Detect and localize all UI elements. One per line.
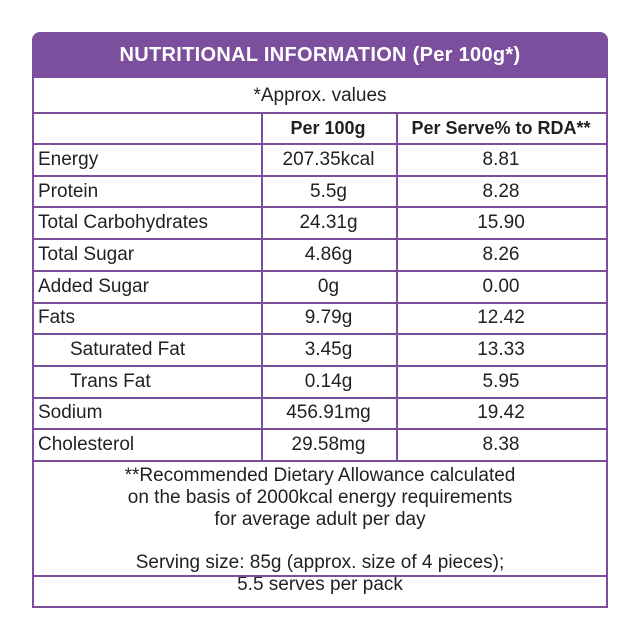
rda-percent-value: 19.42 bbox=[477, 402, 525, 424]
row-divider bbox=[32, 397, 608, 399]
rda-footnote-line: for average adult per day bbox=[214, 509, 426, 530]
nutrient-name: Total Sugar bbox=[38, 243, 135, 265]
approx-values-note: *Approx. values bbox=[253, 85, 387, 106]
serving-size-line: 5.5 serves per pack bbox=[237, 574, 403, 595]
nutrition-title: NUTRITIONAL INFORMATION (Per 100g*) bbox=[32, 32, 608, 78]
nutrient-name: Total Carbohydrates bbox=[38, 212, 209, 234]
rda-percent-value: 8.28 bbox=[482, 180, 520, 202]
nutrient-name: Protein bbox=[38, 180, 99, 202]
column-divider bbox=[261, 112, 263, 461]
frame-right bbox=[606, 78, 608, 608]
serving-size-line: Serving size: 85g (approx. size of 4 pie… bbox=[135, 552, 505, 573]
row-divider bbox=[32, 365, 608, 367]
row-divider bbox=[32, 238, 608, 240]
per-100g-value: 29.58mg bbox=[291, 434, 366, 456]
per-100g-value: 4.86g bbox=[304, 243, 353, 265]
nutrient-name: Trans Fat bbox=[70, 370, 151, 392]
column-divider bbox=[396, 112, 398, 461]
nutrient-name: Fats bbox=[38, 307, 75, 329]
nutrient-name: Added Sugar bbox=[38, 275, 149, 297]
rda-percent-value: 8.38 bbox=[482, 434, 520, 456]
row-divider bbox=[32, 428, 608, 430]
row-divider bbox=[32, 270, 608, 272]
rda-percent-value: 8.81 bbox=[482, 148, 520, 170]
serving-size-note: Serving size: 85g (approx. size of 4 pie… bbox=[32, 552, 608, 596]
row-divider bbox=[32, 333, 608, 335]
per-100g-value: 24.31g bbox=[299, 212, 358, 234]
row-divider bbox=[32, 460, 608, 462]
nutrient-name: Sodium bbox=[38, 402, 103, 424]
rda-footnote-line: on the basis of 2000kcal energy requirem… bbox=[127, 487, 513, 508]
rda-percent-value: 12.42 bbox=[477, 307, 525, 329]
rda-percent-value: 13.33 bbox=[477, 339, 525, 361]
section-divider bbox=[32, 575, 608, 577]
rda-footnote-line: **Recommended Dietary Allowance calculat… bbox=[124, 465, 516, 486]
rda-percent-value: 0.00 bbox=[482, 275, 520, 297]
row-divider bbox=[32, 143, 608, 145]
per-100g-value: 5.5g bbox=[310, 180, 347, 202]
rda-percent-value: 5.95 bbox=[482, 370, 520, 392]
row-divider bbox=[32, 112, 608, 114]
per-100g-value: 456.91mg bbox=[286, 402, 371, 424]
column-header-per-100g: Per 100g bbox=[290, 118, 366, 138]
column-header-per-serve-rda: Per Serve% to RDA** bbox=[411, 118, 591, 138]
rda-percent-value: 15.90 bbox=[477, 212, 525, 234]
row-divider bbox=[32, 206, 608, 208]
per-100g-value: 0.14g bbox=[304, 370, 353, 392]
rda-percent-value: 8.26 bbox=[482, 243, 520, 265]
nutrition-panel: NUTRITIONAL INFORMATION (Per 100g*) *App… bbox=[32, 32, 608, 608]
rda-footnote: **Recommended Dietary Allowance calculat… bbox=[32, 465, 608, 531]
per-100g-value: 9.79g bbox=[304, 307, 353, 329]
frame-bottom bbox=[32, 606, 608, 608]
frame-left bbox=[32, 78, 34, 608]
per-100g-value: 3.45g bbox=[304, 339, 353, 361]
nutrient-name: Saturated Fat bbox=[70, 339, 186, 361]
row-divider bbox=[32, 302, 608, 304]
per-100g-value: 0g bbox=[317, 275, 340, 297]
per-100g-value: 207.35kcal bbox=[282, 148, 375, 170]
nutrient-name: Energy bbox=[38, 148, 99, 170]
row-divider bbox=[32, 175, 608, 177]
nutrient-name: Cholesterol bbox=[38, 434, 135, 456]
